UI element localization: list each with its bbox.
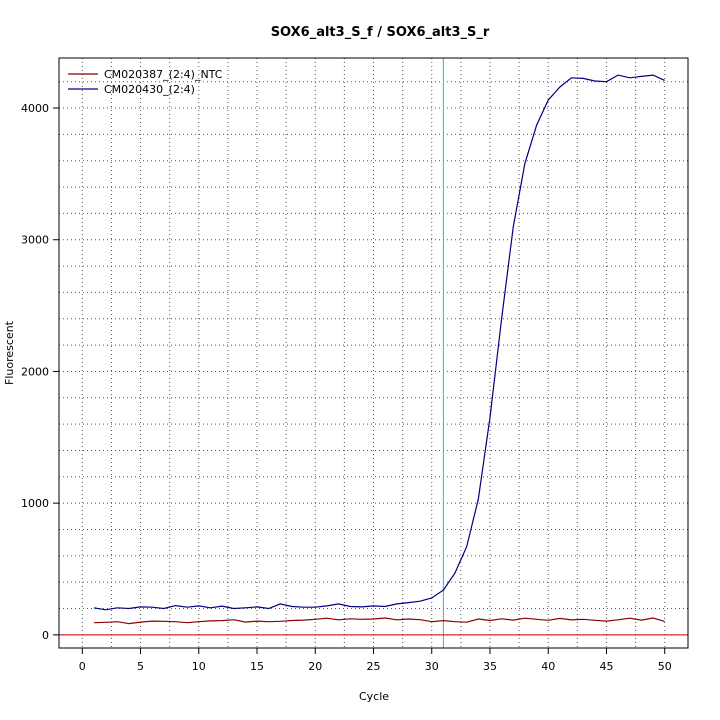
x-tick-label: 0 bbox=[79, 660, 86, 673]
y-tick-label: 3000 bbox=[21, 234, 49, 247]
x-axis-label: Cycle bbox=[359, 690, 389, 703]
x-tick-label: 35 bbox=[483, 660, 497, 673]
series-line-2 bbox=[93, 74, 665, 611]
series-line-1 bbox=[93, 617, 665, 625]
y-axis: 0 1000 2000 3000 4000 bbox=[21, 102, 59, 642]
y-axis-label: Fluorescent bbox=[3, 320, 16, 385]
x-tick-label: 40 bbox=[541, 660, 555, 673]
x-tick-label: 50 bbox=[658, 660, 672, 673]
legend: CM020387_(2:4)_NTC CM020430_(2:4) bbox=[68, 68, 223, 96]
x-axis: 0 5 10 15 20 25 30 35 40 45 50 bbox=[79, 648, 672, 673]
y-tick-label: 4000 bbox=[21, 102, 49, 115]
series-lines bbox=[93, 74, 665, 625]
x-tick-label: 20 bbox=[308, 660, 322, 673]
y-tick-label: 1000 bbox=[21, 497, 49, 510]
x-tick-label: 15 bbox=[250, 660, 264, 673]
legend-label-2: CM020430_(2:4) bbox=[104, 83, 195, 96]
x-tick-label: 10 bbox=[192, 660, 206, 673]
legend-label-1: CM020387_(2:4)_NTC bbox=[104, 68, 223, 81]
grid-lines bbox=[59, 58, 688, 648]
x-tick-label: 30 bbox=[425, 660, 439, 673]
y-tick-label: 0 bbox=[42, 629, 49, 642]
y-tick-label: 2000 bbox=[21, 365, 49, 378]
reference-lines bbox=[59, 58, 688, 648]
x-tick-label: 25 bbox=[367, 660, 381, 673]
x-tick-label: 45 bbox=[599, 660, 613, 673]
x-tick-label: 5 bbox=[137, 660, 144, 673]
chart-title: SOX6_alt3_S_f / SOX6_alt3_S_r bbox=[271, 25, 490, 40]
